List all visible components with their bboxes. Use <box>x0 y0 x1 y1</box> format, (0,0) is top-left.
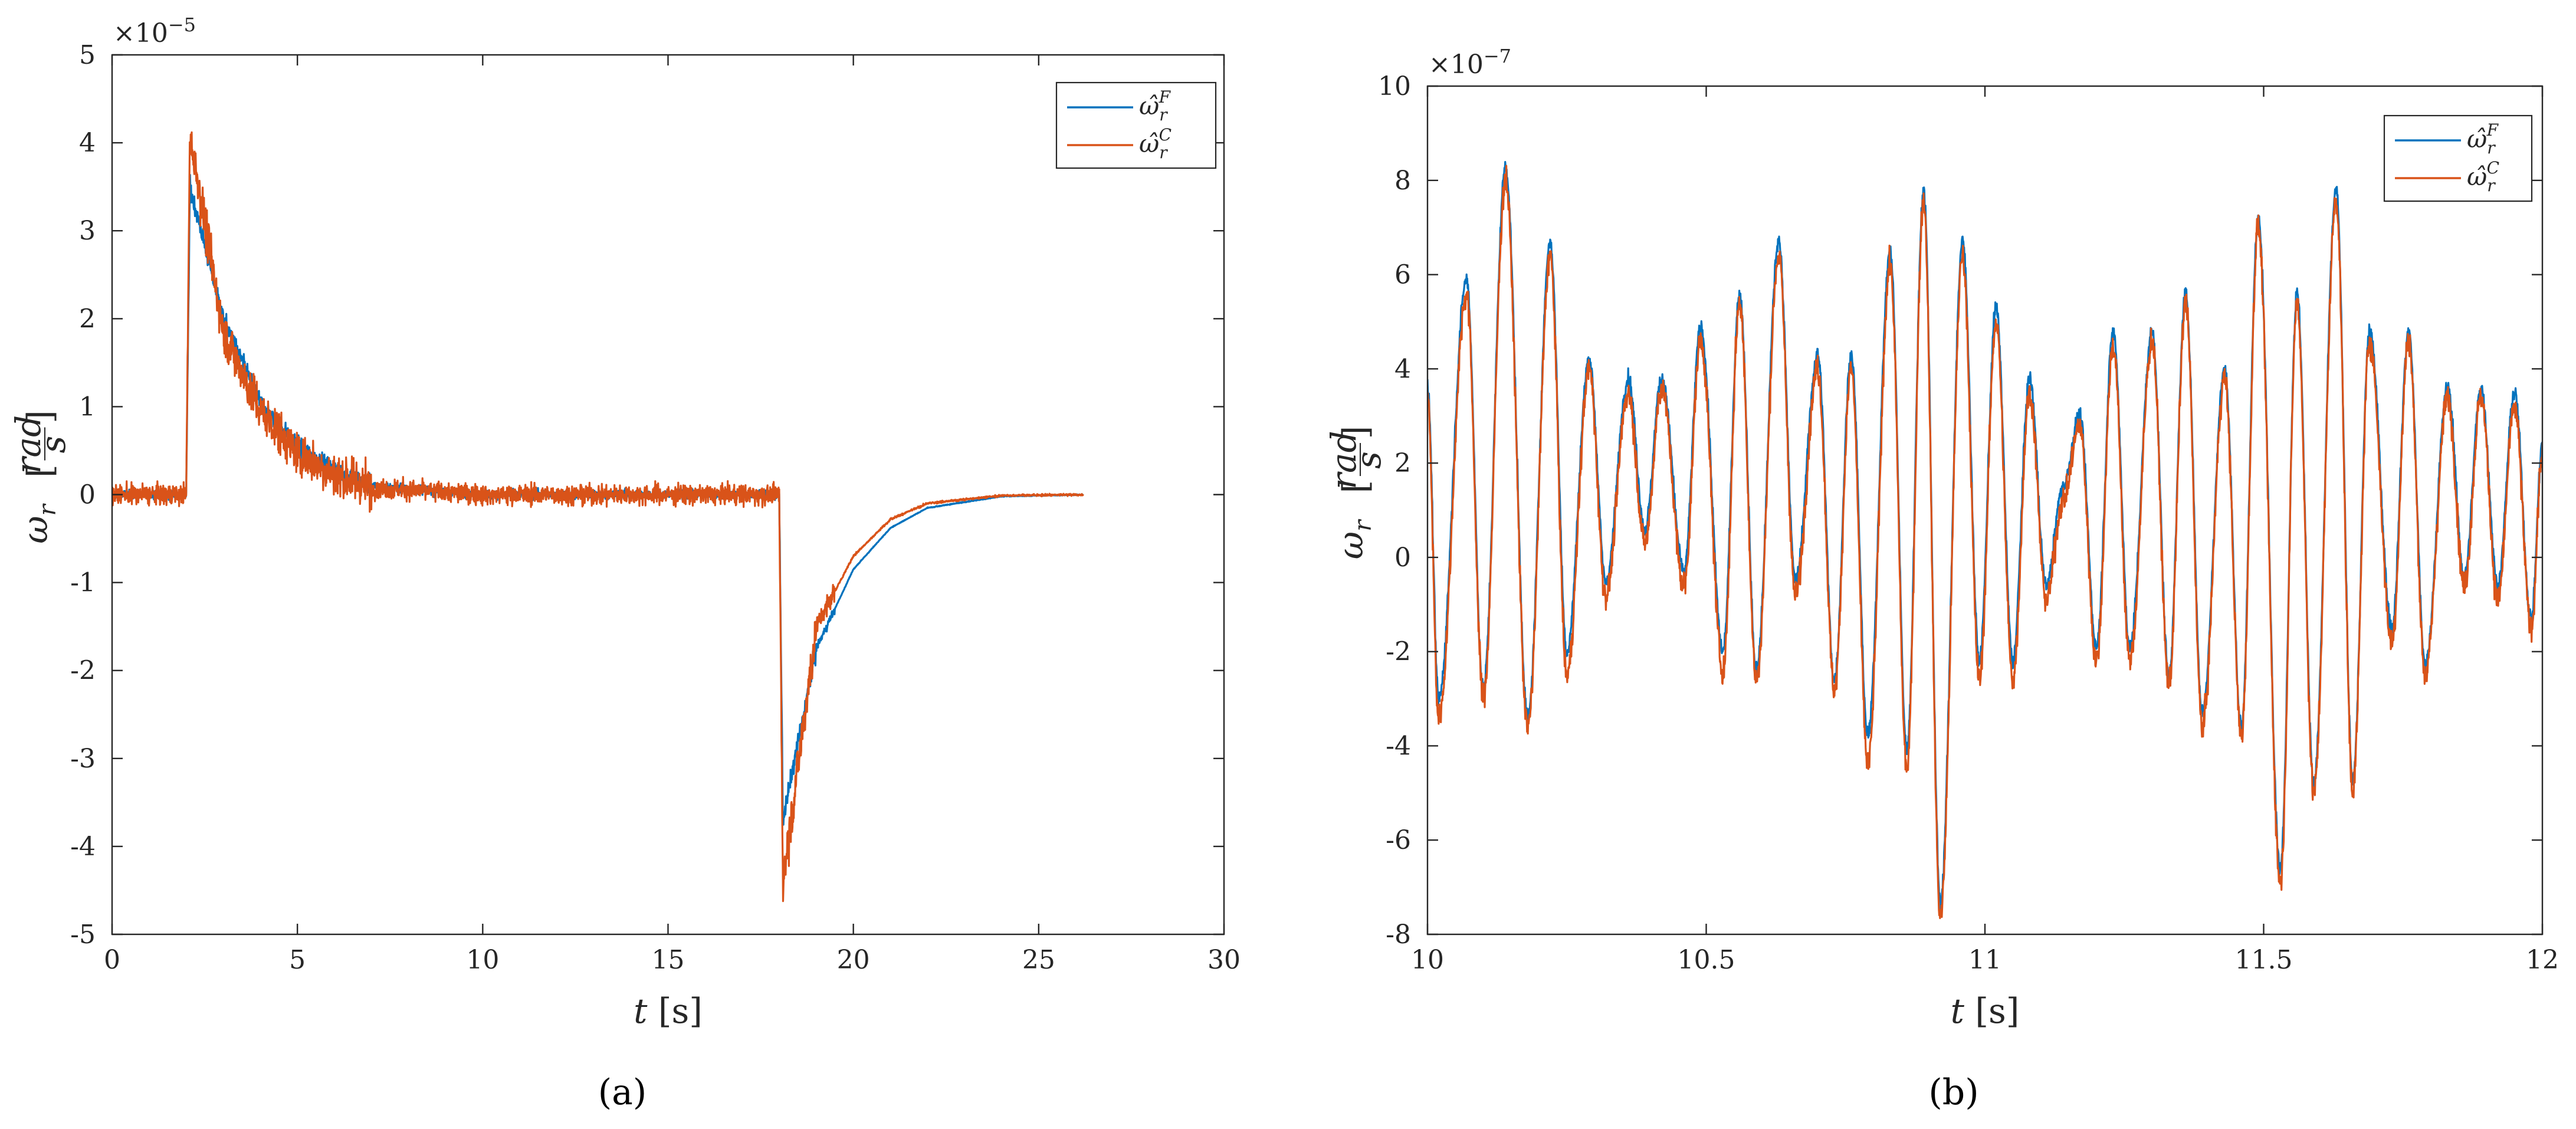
panel-label: (a) <box>598 1072 647 1113</box>
legend-symbol: ω̂ <box>2467 124 2487 153</box>
legend-label-C: ω̂rC <box>1139 125 1171 162</box>
y-axis-bracket-open: [ <box>20 464 60 478</box>
x-tick-label: 11 <box>1968 945 2001 975</box>
series-lines <box>1428 160 2542 920</box>
legend-label-F: ω̂rF <box>1139 87 1171 124</box>
y-axis-unit-num: rad <box>8 415 48 474</box>
axes-box <box>1426 85 2544 936</box>
y-tick-label: 2 <box>1394 448 1411 478</box>
y-axis-sub: r <box>34 503 61 516</box>
y-exponent-power: −7 <box>1484 45 1511 67</box>
y-axis-sub: r <box>1350 518 1377 531</box>
y-tick-label: -4 <box>1386 731 1411 761</box>
legend-symbol: ω̂ <box>2467 162 2487 191</box>
panel-label: (b) <box>1928 1072 1978 1113</box>
y-axis-bracket-close: ] <box>1335 426 1376 439</box>
x-tick-label: 30 <box>1207 945 1241 975</box>
series-lines <box>112 131 1084 902</box>
y-tick-label: 3 <box>79 216 96 246</box>
y-tick-label: 4 <box>79 128 96 158</box>
y-axis-label-text: ωr <box>15 503 61 543</box>
y-tick-label: -8 <box>1386 920 1411 950</box>
x-tick-label: 25 <box>1022 945 1055 975</box>
legend-sub: r <box>1159 143 1168 162</box>
legend-sub: r <box>1159 105 1168 124</box>
y-axis-var: ω <box>15 516 55 543</box>
y-axis-unit-den: s <box>33 436 73 454</box>
x-tick-label: 15 <box>652 945 685 975</box>
y-axis-var: ω <box>1331 531 1371 559</box>
y-tick-label: 8 <box>1394 166 1411 196</box>
y-tick-label: -2 <box>1386 637 1411 667</box>
x-axis-unit: [s] <box>658 991 703 1031</box>
x-tick-label: 11.5 <box>2235 945 2293 975</box>
y-exponent-label: ×10−5 <box>113 14 196 48</box>
legend-box <box>2383 114 2533 202</box>
y-tick-label: 0 <box>1394 543 1411 573</box>
legend-box <box>1055 81 1217 169</box>
y-tick-label: -3 <box>70 744 96 774</box>
y-axis-bracket-close: ] <box>20 410 60 424</box>
legend-sup: C <box>2487 158 2499 178</box>
y-axis-unit-den: s <box>1348 451 1389 469</box>
x-axis-var: t <box>634 991 658 1031</box>
y-tick-label: 2 <box>79 304 96 334</box>
y-exponent-label: ×10−7 <box>1429 45 1511 80</box>
y-tick-label: -4 <box>70 832 96 862</box>
legend: ω̂rFω̂rC <box>1055 81 1217 169</box>
x-axis-var: t <box>1951 991 1976 1031</box>
y-tick-label: -1 <box>70 568 96 598</box>
x-tick-label: 0 <box>104 945 120 975</box>
x-axis-label: t [s] <box>1951 991 2020 1031</box>
legend-symbol: ω̂ <box>1139 129 1159 158</box>
legend-label-F: ω̂rF <box>2467 120 2499 157</box>
legend-sup: C <box>1159 125 1171 145</box>
x-axis-unit: [s] <box>1975 991 2019 1031</box>
y-tick-label: 0 <box>79 480 96 510</box>
legend-sub: r <box>2487 138 2496 157</box>
legend-symbol: ω̂ <box>1139 91 1159 120</box>
y-axis-unit-num: rad <box>1324 431 1364 489</box>
legend: ω̂rFω̂rC <box>2383 114 2533 202</box>
series-line-C <box>1428 165 2542 920</box>
x-tick-label: 20 <box>837 945 870 975</box>
x-tick-label: 10 <box>1411 945 1444 975</box>
x-tick-label: 10.5 <box>1678 945 1735 975</box>
y-tick-label: 1 <box>79 392 96 422</box>
y-tick-label: -6 <box>1386 825 1411 855</box>
y-axis-label-text: ωr <box>1331 518 1377 559</box>
y-tick-label: 5 <box>79 40 96 70</box>
x-tick-label: 12 <box>2526 945 2559 975</box>
y-tick-label: 10 <box>1378 71 1411 101</box>
y-tick-label: 6 <box>1394 260 1411 290</box>
series-line-F <box>1428 160 2542 910</box>
series-line-C <box>112 131 1084 902</box>
legend-label-C: ω̂rC <box>2467 158 2499 195</box>
x-axis-label: t [s] <box>634 991 703 1031</box>
y-axis-bracket-open: [ <box>1335 480 1376 494</box>
y-tick-label: 4 <box>1394 354 1411 384</box>
x-tick-label: 5 <box>289 945 306 975</box>
legend-sup: F <box>2486 120 2499 140</box>
y-exponent-power: −5 <box>168 14 196 36</box>
legend-sup: F <box>1159 87 1171 107</box>
legend-sub: r <box>2487 176 2496 195</box>
y-tick-label: -5 <box>70 920 96 950</box>
y-tick-label: -2 <box>70 656 96 686</box>
x-tick-label: 10 <box>466 945 499 975</box>
